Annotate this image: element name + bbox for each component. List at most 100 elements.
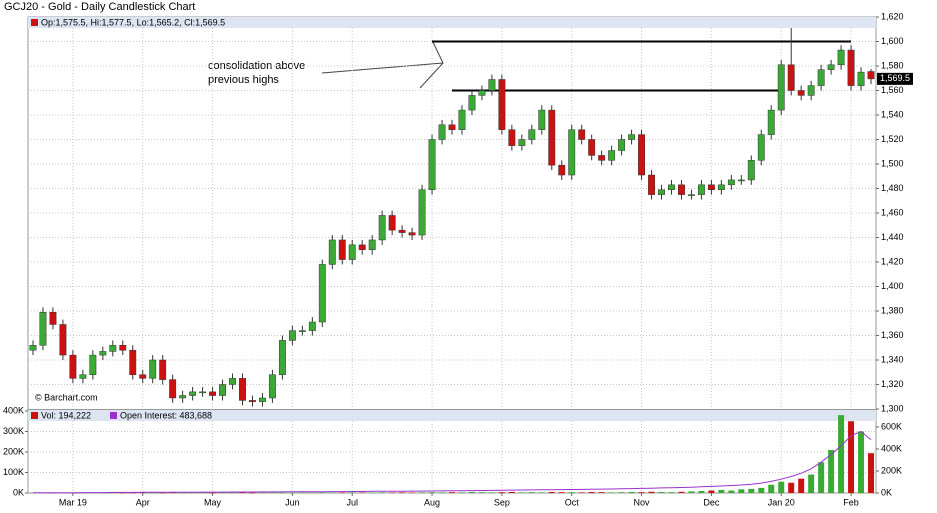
candle-body (169, 379, 177, 399)
volume-bar (708, 490, 715, 493)
candle-body (99, 351, 107, 356)
candle-body (837, 49, 845, 66)
chart-title: GCJ20 - Gold - Daily Candlestick Chart (4, 1, 195, 13)
volume-bar (439, 492, 446, 493)
volume-bar (189, 492, 196, 494)
volume-bar (798, 478, 805, 493)
candle-body (398, 229, 406, 233)
candle-body (268, 374, 276, 399)
candle-body (179, 395, 187, 399)
candle-body (608, 150, 616, 161)
y2-tick-label: 600K (881, 421, 902, 431)
candle-body (727, 179, 735, 186)
volume-bar (478, 492, 485, 493)
volume-bar (139, 492, 146, 494)
volume-bar (359, 492, 366, 494)
candle-body (757, 134, 765, 161)
x-tick-label: Oct (565, 497, 580, 507)
y-tick-label: 300K (3, 426, 24, 436)
volume-bar (668, 492, 675, 493)
candle-body (318, 264, 326, 323)
x-tick-label: Nov (634, 497, 651, 507)
y-tick-label: 1,600 (881, 36, 904, 46)
volume-bar (219, 492, 226, 494)
candle-body (219, 384, 226, 396)
candle-body (668, 184, 675, 190)
volume-bar (419, 492, 426, 493)
candle-body (209, 391, 217, 396)
candle-body (338, 239, 346, 260)
candle-body (717, 184, 725, 190)
volume-bar (578, 492, 585, 493)
candle-body (89, 354, 97, 375)
volume-bar (249, 492, 256, 494)
y-tick-label: 1,560 (881, 85, 904, 95)
volume-bar (29, 492, 36, 494)
volume-bar (449, 492, 455, 493)
y-tick-label: 1,340 (881, 354, 904, 364)
x-tick-label: Mar 19 (59, 497, 87, 507)
candle-body (787, 64, 795, 91)
volume-bar (239, 492, 246, 494)
volume-bar (199, 492, 206, 494)
volume-bar (319, 492, 326, 493)
volume-bar (698, 490, 705, 493)
candle-body (239, 378, 246, 401)
candle-body (548, 109, 556, 166)
volume-bar (159, 492, 166, 494)
volume-bar (628, 491, 635, 493)
volume-bar (558, 492, 565, 493)
volume-bar (788, 482, 795, 493)
candle-body (827, 64, 835, 70)
y-tick-label: 100K (3, 467, 24, 477)
candle-body (229, 378, 236, 385)
volume-bar (748, 488, 755, 493)
plot-frame (27, 16, 877, 494)
candle-body (298, 330, 306, 332)
volume-bar (818, 462, 825, 493)
volume-bar (598, 492, 605, 493)
x-tick-label: Feb (843, 497, 859, 507)
volume-bar (149, 492, 156, 494)
volume-bar (718, 489, 725, 493)
volume-bar (349, 492, 356, 493)
candle-body (448, 124, 456, 130)
volume-bar (868, 453, 875, 493)
candle-body (39, 311, 47, 346)
y-tick-label: 1,540 (881, 109, 904, 119)
volume-bar (399, 492, 406, 493)
volume-bar (678, 491, 685, 493)
y2-tick-label: 400K (881, 443, 902, 453)
candle-body (687, 194, 695, 196)
candle-body (747, 160, 755, 181)
candle-body (628, 134, 636, 140)
candle-body (508, 129, 516, 146)
volume-bar (289, 492, 296, 494)
volume-bar (518, 492, 525, 493)
candle-body (249, 400, 256, 402)
x-tick-label: Sep (494, 497, 510, 507)
candle-body (308, 321, 316, 331)
x-tick-label: Jun (285, 497, 300, 507)
volume-bar (728, 490, 735, 493)
candle-body (189, 391, 197, 396)
volume-bar (608, 492, 615, 493)
volume-bar (229, 492, 236, 494)
volume-bar (329, 492, 336, 494)
candle-body (478, 90, 486, 96)
candle-body (568, 129, 576, 176)
x-tick-label: Apr (136, 497, 150, 507)
x-tick-label: Dec (703, 497, 720, 507)
candle-body (857, 71, 865, 86)
candle-body (578, 129, 586, 140)
candle-body (139, 374, 147, 379)
candle-body (658, 189, 665, 195)
volume-bar (508, 491, 515, 493)
candle-body (678, 184, 685, 195)
y-tick-label: 1,580 (881, 60, 904, 70)
candle-body (79, 374, 87, 379)
annotation-arrow (321, 62, 444, 74)
last-price-box (877, 72, 913, 85)
open-interest-line (33, 430, 872, 494)
volume-bar (548, 491, 555, 493)
